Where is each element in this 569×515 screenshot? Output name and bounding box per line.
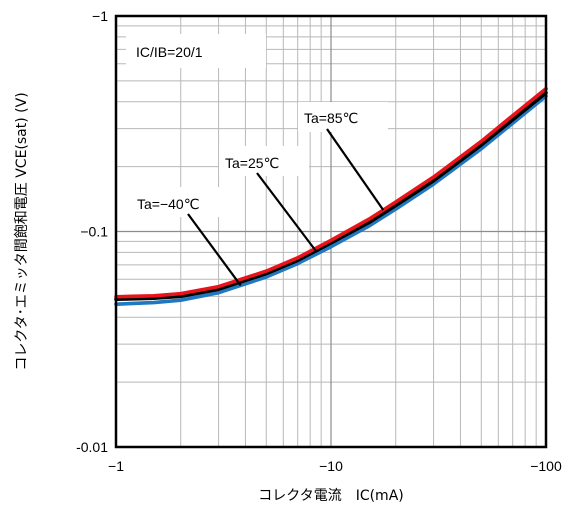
callout-label: Ta=−40℃ xyxy=(137,196,199,212)
y-tick-label: −0.1 xyxy=(80,224,108,240)
x-axis-title: コレクタ電流 IC(mA) xyxy=(258,488,403,504)
series-line-1 xyxy=(114,91,548,302)
callout-leader xyxy=(326,128,385,211)
callout-label: Ta=85℃ xyxy=(304,110,358,126)
callouts: Ta=85℃ Ta=25℃ Ta=−40℃ xyxy=(131,102,388,287)
callout-box xyxy=(298,102,388,132)
callout-box xyxy=(219,146,309,176)
plot-frame xyxy=(114,14,548,449)
series-lines xyxy=(114,86,548,306)
condition-label: IC/IB=20/1 xyxy=(136,44,203,60)
callout-box xyxy=(131,187,231,217)
callout-label: Ta=25℃ xyxy=(225,155,279,171)
y-tick-label: −1 xyxy=(92,8,108,24)
tick-labels: −1 −10 −100 -0.01 −0.1 −1 xyxy=(76,8,562,474)
condition-label-box xyxy=(126,34,266,68)
callout-leader xyxy=(256,172,317,252)
x-tick-label: −10 xyxy=(319,458,343,474)
series-line-2 xyxy=(114,86,548,299)
y-axis-title: コレクタ･エミッタ間飽和電圧 VCE(sat) (V) xyxy=(13,92,30,370)
x-tick-label: −100 xyxy=(530,458,562,474)
y-tick-label: -0.01 xyxy=(76,439,108,455)
callout-leader xyxy=(187,213,242,287)
series-line-0 xyxy=(114,94,548,306)
x-tick-label: −1 xyxy=(108,458,124,474)
